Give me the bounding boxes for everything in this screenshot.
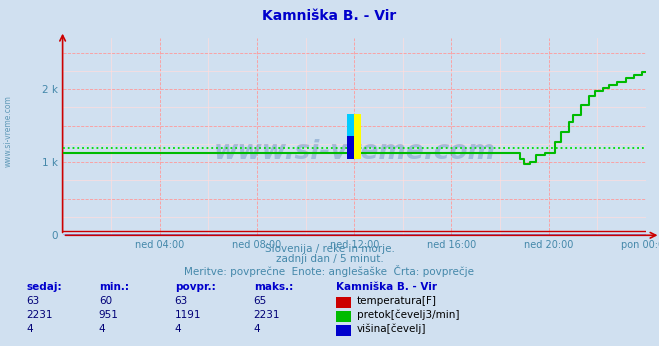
Text: www.si-vreme.com: www.si-vreme.com: [3, 95, 13, 167]
Text: 4: 4: [99, 324, 105, 334]
Text: pretok[čevelj3/min]: pretok[čevelj3/min]: [357, 310, 460, 320]
Text: maks.:: maks.:: [254, 282, 293, 292]
Text: 2231: 2231: [26, 310, 53, 320]
Text: Kamniška B. - Vir: Kamniška B. - Vir: [262, 9, 397, 22]
Text: 63: 63: [175, 296, 188, 306]
Text: 60: 60: [99, 296, 112, 306]
Text: 2231: 2231: [254, 310, 280, 320]
Text: 63: 63: [26, 296, 40, 306]
Text: 1191: 1191: [175, 310, 201, 320]
Text: temperatura[F]: temperatura[F]: [357, 296, 437, 306]
Text: 4: 4: [254, 324, 260, 334]
Text: Slovenija / reke in morje.: Slovenija / reke in morje.: [264, 244, 395, 254]
Text: 65: 65: [254, 296, 267, 306]
Text: sedaj:: sedaj:: [26, 282, 62, 292]
Text: Kamniška B. - Vir: Kamniška B. - Vir: [336, 282, 437, 292]
Text: www.si-vreme.com: www.si-vreme.com: [214, 139, 495, 165]
Text: 951: 951: [99, 310, 119, 320]
Text: 4: 4: [175, 324, 181, 334]
Text: min.:: min.:: [99, 282, 129, 292]
Text: povpr.:: povpr.:: [175, 282, 215, 292]
Text: zadnji dan / 5 minut.: zadnji dan / 5 minut.: [275, 254, 384, 264]
Text: višina[čevelj]: višina[čevelj]: [357, 324, 426, 334]
Text: Meritve: povprečne  Enote: anglešaške  Črta: povprečje: Meritve: povprečne Enote: anglešaške Črt…: [185, 265, 474, 277]
Text: 4: 4: [26, 324, 33, 334]
